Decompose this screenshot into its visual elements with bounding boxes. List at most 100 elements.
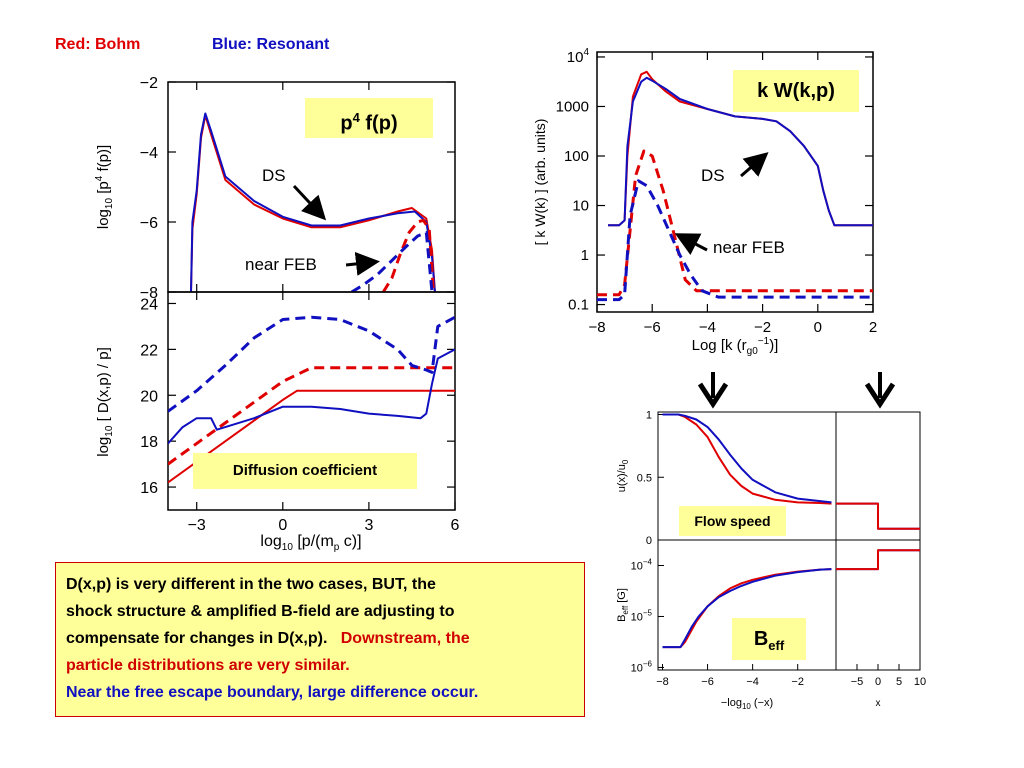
beff-series [662,568,832,649]
kw-ytick-label: 104 [567,47,590,66]
beff-xtick-label: −2 [791,676,804,688]
kw-series-blue-dashed-3 [597,179,873,302]
kw-xlabel: Log [k (rg0−1)] [692,336,779,357]
diffusion-series-red-dashed-1 [168,366,455,466]
flow-series-red-solid-0 [662,413,832,505]
down-arrow-right-head [864,382,896,409]
diffusion-xtick-label: 3 [364,517,373,534]
p4fp-series [190,112,436,292]
diffusion-xtick-label: −3 [188,517,206,534]
beff-label: Beff [732,618,806,660]
flow-ylabel: u(x)/u0 [616,459,630,492]
note-line-4: particle distributions are very similar. [66,657,350,674]
flow-ytick-label: 0 [646,535,652,547]
inset-xtick-label: 0 [875,676,881,688]
flow-inset-series [836,502,920,530]
note-line-2: shock structure & amplified B-field are … [66,603,455,620]
kw-xtick-label: −8 [588,319,605,336]
ds-right-text: DS [701,166,725,185]
diffusion-series [168,315,455,484]
p4fp-series-blue-dashed-3 [350,231,434,292]
p4fp-label: p4 f(p) [305,98,433,138]
p4fp-series-red-dashed-2 [382,218,435,292]
inset-xtick-label: 5 [896,676,902,688]
kw-ytick-label: 1000 [556,98,589,115]
legend-blue-label: Blue: Resonant [212,36,330,53]
diffusion-xtick-label: 6 [451,517,460,534]
kw-ylabel: [ k W(k) ] (arb. units) [532,119,548,246]
diffusion-ytick-label: 20 [140,388,158,405]
near-feb-right-text: near FEB [713,238,785,257]
small-axis-ticks: 0 0.5 1 10−4 10−5 10−6−8 −6 −4 −2 −5 0 5 10 [631,410,927,688]
flow-inset-series-red-solid-1 [836,502,920,530]
beff-series-blue-solid-1 [662,568,832,649]
p4fp-ytick-label: −2 [140,75,158,92]
diffusion-xlabel: log10 [p/(mp c)] [260,533,361,553]
kw-ytick-label: 10 [572,198,589,215]
kw-xtick-label: 2 [869,319,877,336]
ds-left-arrow [292,184,327,221]
diffusion-frame [167,291,456,511]
kw-xtick-label: 0 [814,319,822,336]
p4fp-axis-ticks: −2 −4 −6 −8 [140,75,455,302]
beff-xtick-label: −6 [701,676,714,688]
kw-ytick-label: 100 [564,148,589,165]
diffusion-ylabel: log10 [ D(x,p) / p] [95,347,115,457]
note-line-3: compensate for changes in D(x,p). Downst… [66,630,470,647]
diffusion-ytick-label: 16 [140,480,158,497]
kw-series-red-dashed-2 [597,149,873,297]
diffusion-xtick-label: 0 [278,517,287,534]
beff-inset-series-red-solid-1 [836,549,920,571]
diffusion-ytick-label: 22 [140,342,158,359]
kw-xtick-label: −6 [644,319,661,336]
diffusion-label: Diffusion coefficient [193,453,417,489]
beff-ylabel: Beff [G] [616,588,630,622]
beff-ytick-label: 10−6 [631,659,653,674]
kw-xtick-label: −2 [754,319,771,336]
note-line-1: D(x,p) is very different in the two case… [66,576,436,593]
kw-ytick-label: 0.1 [568,297,589,314]
flow-ytick-label: 1 [646,410,652,422]
diffusion-ytick-label: 18 [140,434,158,451]
near-feb-right-arrow [674,233,708,255]
kw-xtick-label: −4 [699,319,716,336]
beff-ytick-label: 10−4 [631,557,653,572]
kw-ytick-label: 1 [581,247,589,264]
beff-xtick-label: −8 [656,676,669,688]
flow-series [662,413,832,505]
ds-left-text: DS [262,166,286,185]
kw-series [597,70,873,302]
p4fp-ytick-label: −6 [140,215,158,232]
kw-series-blue-solid-1 [608,76,873,227]
flow-ytick-label: 0.5 [637,472,652,484]
kw-axis-ticks: 0.1 1 10 100 1000 104 −8 −6 −4 −2 0 2 [556,47,878,336]
diffusion-axis-ticks: 16 18 20 22 24 −3 0 3 6 [140,292,460,534]
near-feb-left-arrow [345,251,380,276]
p4fp-ytick-label: −8 [140,285,158,302]
flow-series-blue-solid-1 [662,413,832,504]
beff-xtick-label: −4 [746,676,759,688]
note-line-5: Near the free escape boundary, large dif… [66,684,479,701]
inset-xtick-label: −5 [851,676,864,688]
kw-frame [596,51,874,313]
flow-speed-label: Flow speed [679,506,786,536]
diffusion-series-blue-dashed-3 [168,315,455,413]
beff-ytick-label: 10−5 [631,608,653,623]
down-arrow-left-head [697,382,729,409]
summary-note: D(x,p) is very different in the two case… [55,562,585,717]
ds-right-arrow [740,152,769,178]
diffusion-series-red-solid-0 [168,389,455,484]
kw-label: k W(k,p) [733,70,859,112]
beff-inset-series [836,549,920,571]
p4fp-series-blue-solid-1 [190,112,436,292]
inset-xlabel: x [876,698,881,709]
beff-xlabel: −log10 (−x) [721,697,773,711]
p4fp-ytick-label: −4 [140,145,158,162]
diffusion-ytick-label: 24 [140,296,158,313]
near-feb-left-text: near FEB [245,255,317,274]
p4fp-ylabel: log10 [p4 f(p)] [94,145,115,229]
diffusion-series-blue-solid-2 [168,348,455,445]
inset-xtick-label: 10 [914,676,926,688]
legend-red-label: Red: Bohm [55,36,141,53]
